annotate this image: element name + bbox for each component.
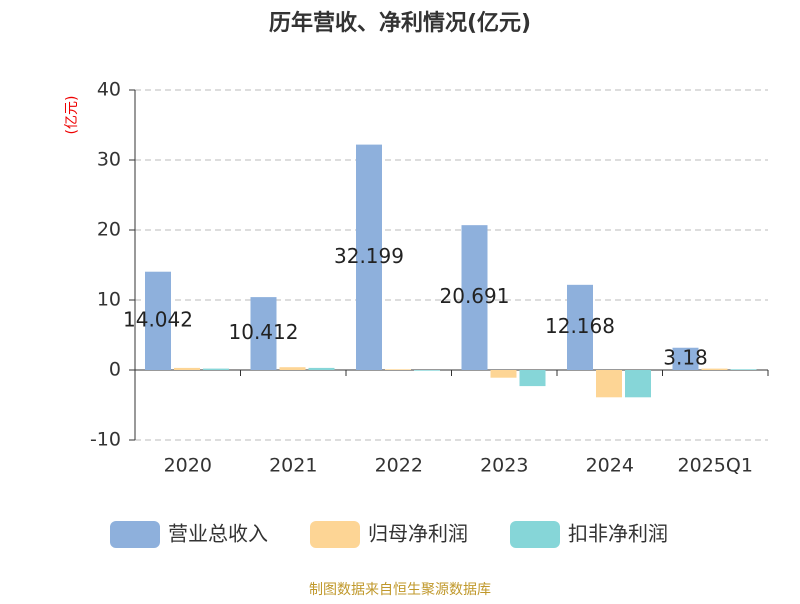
bar — [567, 284, 593, 370]
y-tick-label: 10 — [97, 289, 121, 311]
y-tick-label: 40 — [97, 79, 121, 101]
x-tick-label: 2025Q1 — [678, 455, 753, 477]
y-tick-label: 0 — [109, 359, 121, 381]
legend-swatch — [310, 521, 360, 548]
legend-swatch — [510, 521, 560, 548]
bar — [414, 370, 440, 371]
bar — [730, 369, 757, 370]
bar — [279, 367, 306, 370]
value-label: 3.18 — [663, 345, 708, 369]
x-tick-label: 2022 — [375, 455, 423, 477]
bar — [250, 297, 277, 370]
bar — [701, 368, 728, 370]
x-tick-label: 2021 — [269, 455, 317, 477]
value-label: 12.168 — [545, 314, 615, 338]
y-axis-label: (亿元) — [64, 96, 80, 135]
bar — [174, 367, 200, 370]
bar — [461, 225, 488, 370]
value-label: 10.412 — [229, 320, 299, 344]
bar — [308, 367, 335, 370]
legend-label: 归母净利润 — [368, 522, 468, 546]
x-tick-label: 2023 — [480, 455, 528, 477]
bar — [385, 369, 411, 370]
x-tick-label: 2020 — [164, 455, 212, 477]
y-tick-label: 30 — [97, 149, 121, 171]
bar — [356, 144, 382, 370]
legend-swatch — [110, 521, 160, 548]
bar — [672, 347, 699, 370]
legend-label: 营业总收入 — [168, 522, 268, 546]
value-label: 32.199 — [334, 244, 404, 268]
chart-title: 历年营收、净利情况(亿元) — [269, 10, 531, 36]
y-tick-label: -10 — [90, 429, 121, 451]
value-label: 20.691 — [440, 284, 510, 308]
legend-label: 扣非净利润 — [568, 522, 668, 546]
value-label: 14.042 — [123, 307, 193, 331]
x-tick-label: 2024 — [586, 455, 634, 477]
bar — [490, 370, 517, 378]
bar — [625, 370, 651, 398]
source-note: 制图数据来自恒生聚源数据库 — [309, 582, 491, 598]
bar — [145, 271, 171, 370]
bar — [596, 370, 622, 398]
bar — [519, 370, 546, 387]
y-tick-label: 20 — [97, 219, 121, 241]
bar — [203, 368, 229, 370]
